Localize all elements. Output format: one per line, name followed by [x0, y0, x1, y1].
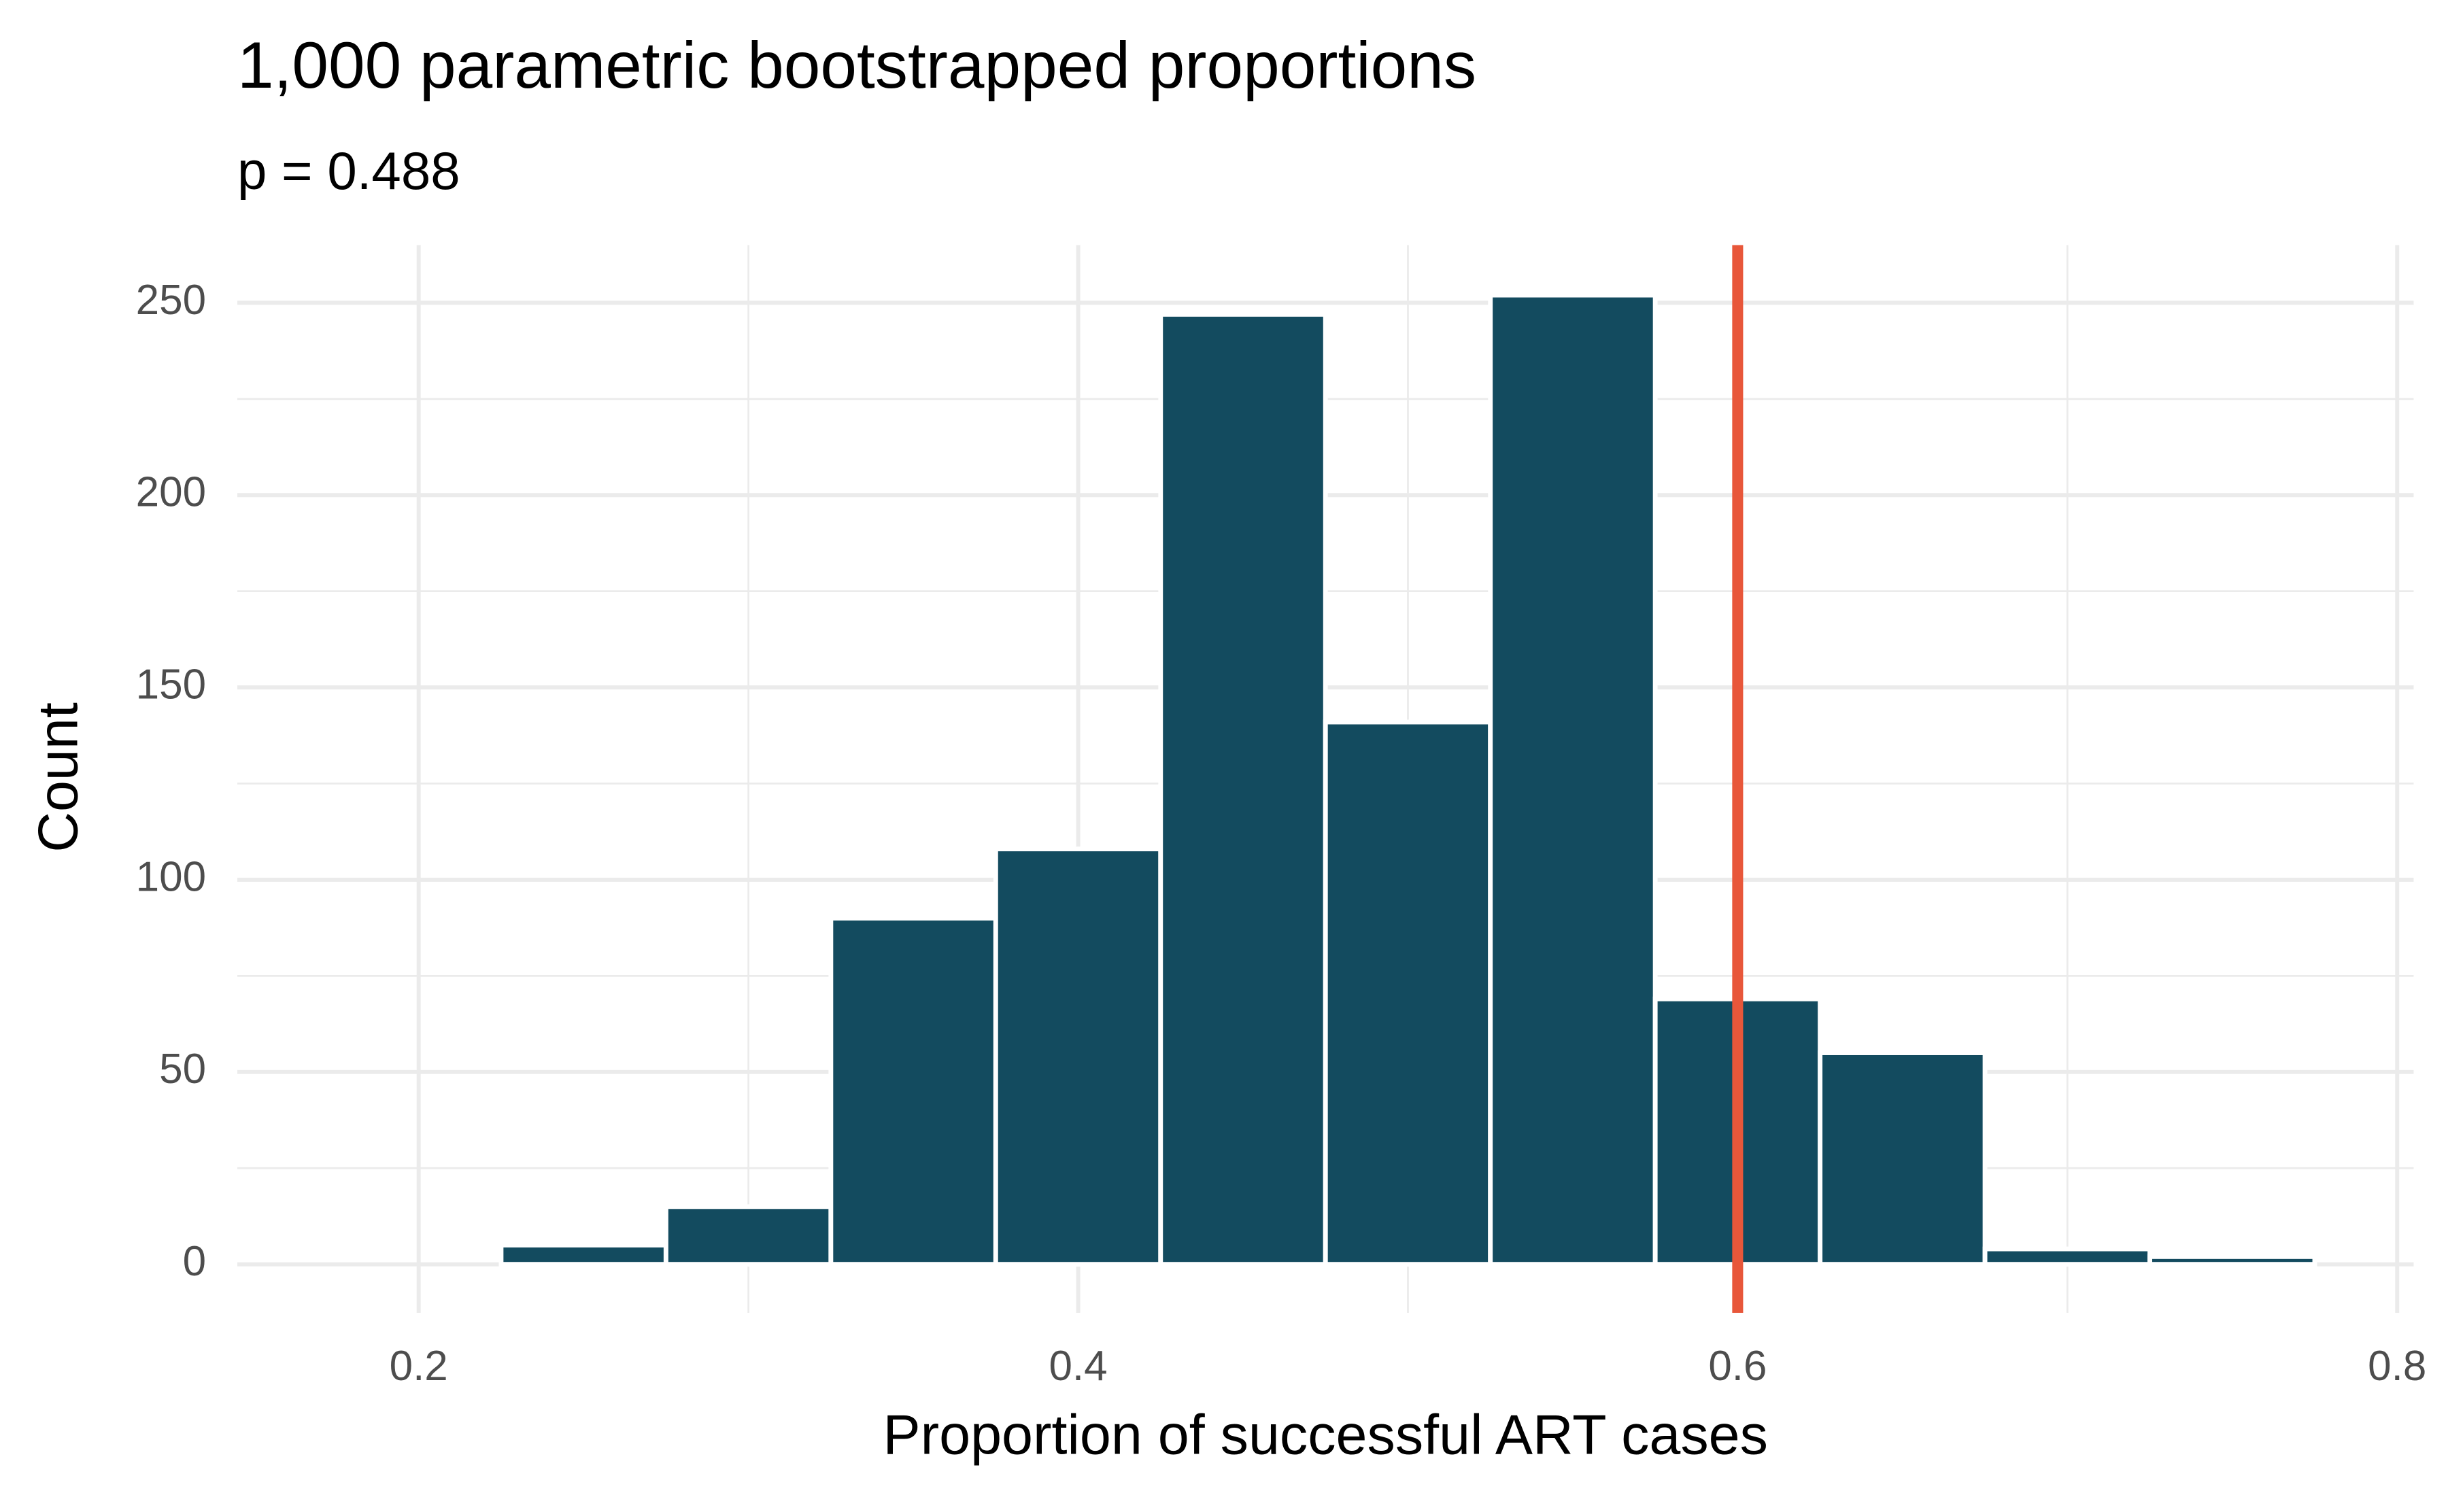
x-tick-label: 0.6 [1708, 1343, 1767, 1390]
chart-subtitle: p = 0.488 [237, 141, 460, 201]
bar [1323, 719, 1493, 1267]
y-tick-label: 50 [159, 1046, 206, 1093]
x-tick-label: 0.2 [390, 1343, 448, 1390]
bar [828, 916, 998, 1267]
x-tick-label: 0.8 [2368, 1343, 2426, 1390]
x-tick-label: 0.4 [1049, 1343, 1107, 1390]
x-axis-title: Proportion of successful ART cases [883, 1403, 1768, 1466]
y-tick-label: 0 [183, 1238, 206, 1285]
bar [1158, 311, 1328, 1267]
bar [2147, 1254, 2317, 1267]
bar [498, 1242, 668, 1267]
marks [498, 245, 2317, 1313]
bar [1982, 1246, 2152, 1267]
bar [993, 846, 1163, 1267]
y-tick-label: 150 [136, 661, 206, 708]
y-axis-title: Count [27, 702, 90, 853]
y-tick-label: 250 [136, 277, 206, 324]
bar [1488, 292, 1658, 1267]
bar [1818, 1050, 1988, 1267]
y-tick-label: 100 [136, 853, 206, 900]
bar [663, 1204, 834, 1267]
chart-title: 1,000 parametric bootstrapped proportion… [237, 29, 1476, 102]
y-tick-label: 200 [136, 469, 206, 516]
